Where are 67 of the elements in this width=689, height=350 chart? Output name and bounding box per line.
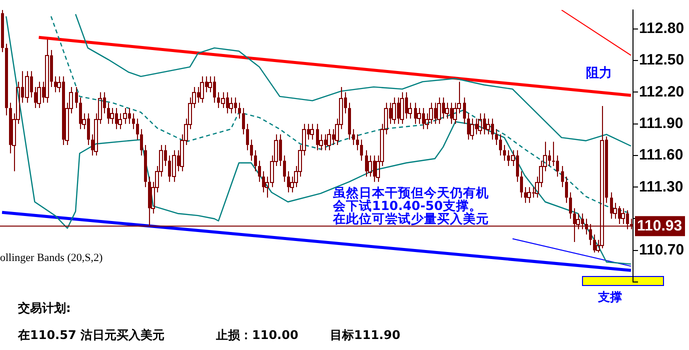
candlestick bbox=[25, 70, 29, 104]
y-tick-label: 112.50 bbox=[639, 52, 684, 69]
candlestick bbox=[463, 97, 466, 124]
candlestick bbox=[250, 139, 253, 162]
y-tick-label: 112.80 bbox=[639, 20, 684, 38]
candlestick bbox=[499, 134, 502, 156]
candlestick bbox=[221, 92, 225, 109]
y-tick-label: 112.20 bbox=[639, 83, 684, 100]
candlestick bbox=[327, 128, 331, 151]
candlestick bbox=[79, 97, 82, 130]
candlestick bbox=[527, 186, 531, 204]
y-tick-label: 111.30 bbox=[639, 178, 684, 196]
candlestick bbox=[561, 166, 564, 188]
y-tick-label: 111.60 bbox=[639, 146, 684, 164]
candlestick bbox=[262, 170, 265, 193]
text: 支撑 bbox=[598, 289, 622, 306]
candlestick bbox=[242, 108, 245, 135]
candlestick bbox=[246, 123, 249, 151]
candlestick bbox=[414, 102, 417, 124]
candlestick bbox=[610, 192, 613, 220]
ref-line-label: 110.93 bbox=[637, 217, 682, 234]
text: 交易计划: bbox=[18, 300, 71, 317]
candlestick bbox=[287, 170, 290, 193]
candlestick bbox=[258, 160, 261, 182]
annotation: 虽然日本干预但今天仍有机会下试110.40-50支撑。在此位可尝试少量买入美元 bbox=[333, 185, 490, 226]
y-tick-label: 111.90 bbox=[639, 115, 684, 132]
candlestick bbox=[123, 108, 127, 124]
candlestick bbox=[520, 170, 523, 198]
text: 止损：110.00 bbox=[216, 327, 298, 344]
candlestick bbox=[478, 112, 482, 135]
candlestick bbox=[565, 176, 568, 204]
candlestick bbox=[593, 234, 596, 253]
candlestick bbox=[136, 118, 139, 140]
candlestick bbox=[453, 102, 457, 124]
candlestick bbox=[352, 128, 355, 146]
candlestick bbox=[365, 150, 368, 178]
candlestick bbox=[283, 154, 286, 182]
candlestick bbox=[34, 86, 37, 109]
candlestick bbox=[140, 128, 143, 156]
candlestick bbox=[316, 123, 319, 151]
candlestick bbox=[400, 92, 404, 124]
candlestick bbox=[467, 112, 470, 140]
candlestick bbox=[132, 112, 135, 130]
candlestick bbox=[437, 97, 441, 124]
text: 在110.57 沽日元买入美元 bbox=[18, 327, 164, 344]
candlestick bbox=[172, 150, 176, 182]
candlestick bbox=[37, 81, 41, 109]
candlestick bbox=[503, 144, 506, 162]
candlestick bbox=[75, 86, 78, 109]
annotation: ollinger Bands (20,S,2) bbox=[0, 252, 103, 264]
candlestick bbox=[495, 128, 498, 146]
candlestick bbox=[556, 154, 559, 178]
candlestick bbox=[54, 76, 57, 93]
candlestick bbox=[310, 123, 314, 140]
y-tick-label: 110.70 bbox=[639, 242, 684, 259]
candlestick bbox=[392, 97, 396, 124]
candlestick bbox=[200, 76, 204, 104]
candlestick bbox=[360, 139, 363, 162]
candlestick bbox=[254, 150, 257, 172]
candlestick bbox=[107, 102, 110, 124]
annotation: 阻力 bbox=[586, 65, 612, 82]
candlestick bbox=[45, 39, 49, 104]
candlestick bbox=[356, 134, 359, 151]
candlestick bbox=[238, 102, 241, 120]
candlestick bbox=[524, 186, 527, 204]
candlestick bbox=[569, 192, 572, 220]
text: 目标111.90 bbox=[330, 327, 400, 344]
